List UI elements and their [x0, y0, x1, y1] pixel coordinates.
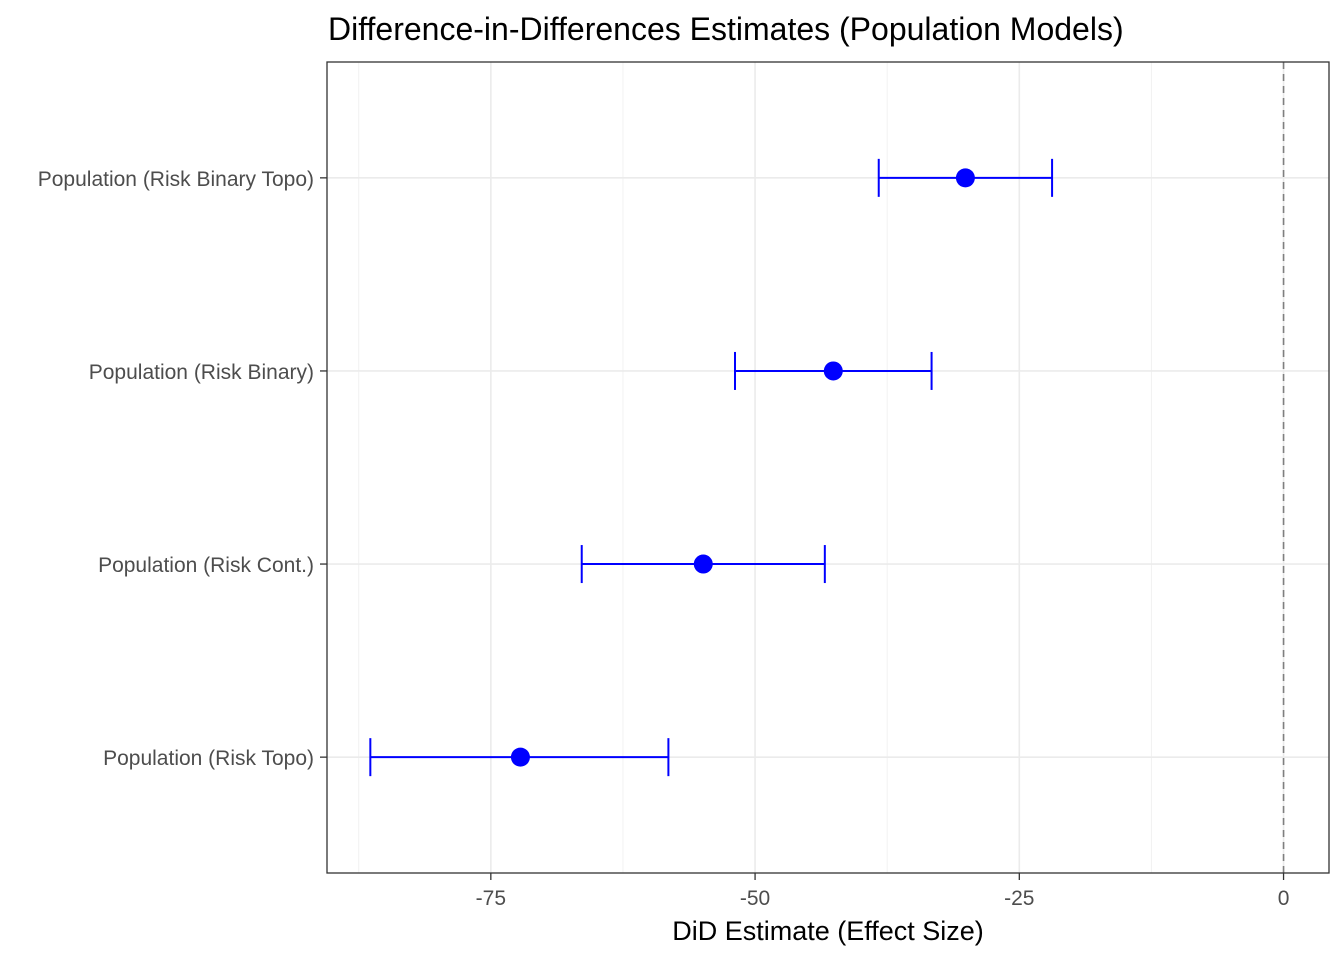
y-tick-label: Population (Risk Cont.): [98, 554, 314, 577]
axis-layer: -75 -50 -25 0 Population (Risk Binary Topo) P…: [38, 168, 1290, 910]
x-tick-label: -25: [1004, 887, 1034, 910]
estimate-point: [823, 361, 843, 381]
y-tick-label: Population (Risk Topo): [103, 747, 314, 770]
chart-title: Difference-in-Differences Estimates (Pop…: [328, 11, 1124, 47]
x-tick-label: -75: [476, 887, 506, 910]
estimate-point: [693, 554, 713, 574]
x-tick-label: -50: [740, 887, 770, 910]
y-tick-label: Population (Risk Binary Topo): [38, 168, 314, 191]
y-tick-label: Population (Risk Binary): [89, 361, 314, 384]
plot-panel-border: [326, 61, 1330, 874]
estimate-point: [510, 747, 530, 767]
x-tick-label: 0: [1278, 887, 1290, 910]
grid-lines: [327, 62, 1329, 873]
errorbar-group: [877, 158, 1054, 197]
errorbar-group: [733, 351, 933, 390]
estimate-point: [955, 168, 975, 188]
errorbar-group: [369, 738, 670, 777]
data-layer: [369, 158, 1054, 777]
errorbar-group: [580, 545, 826, 584]
x-axis-title: DiD Estimate (Effect Size): [672, 916, 984, 946]
